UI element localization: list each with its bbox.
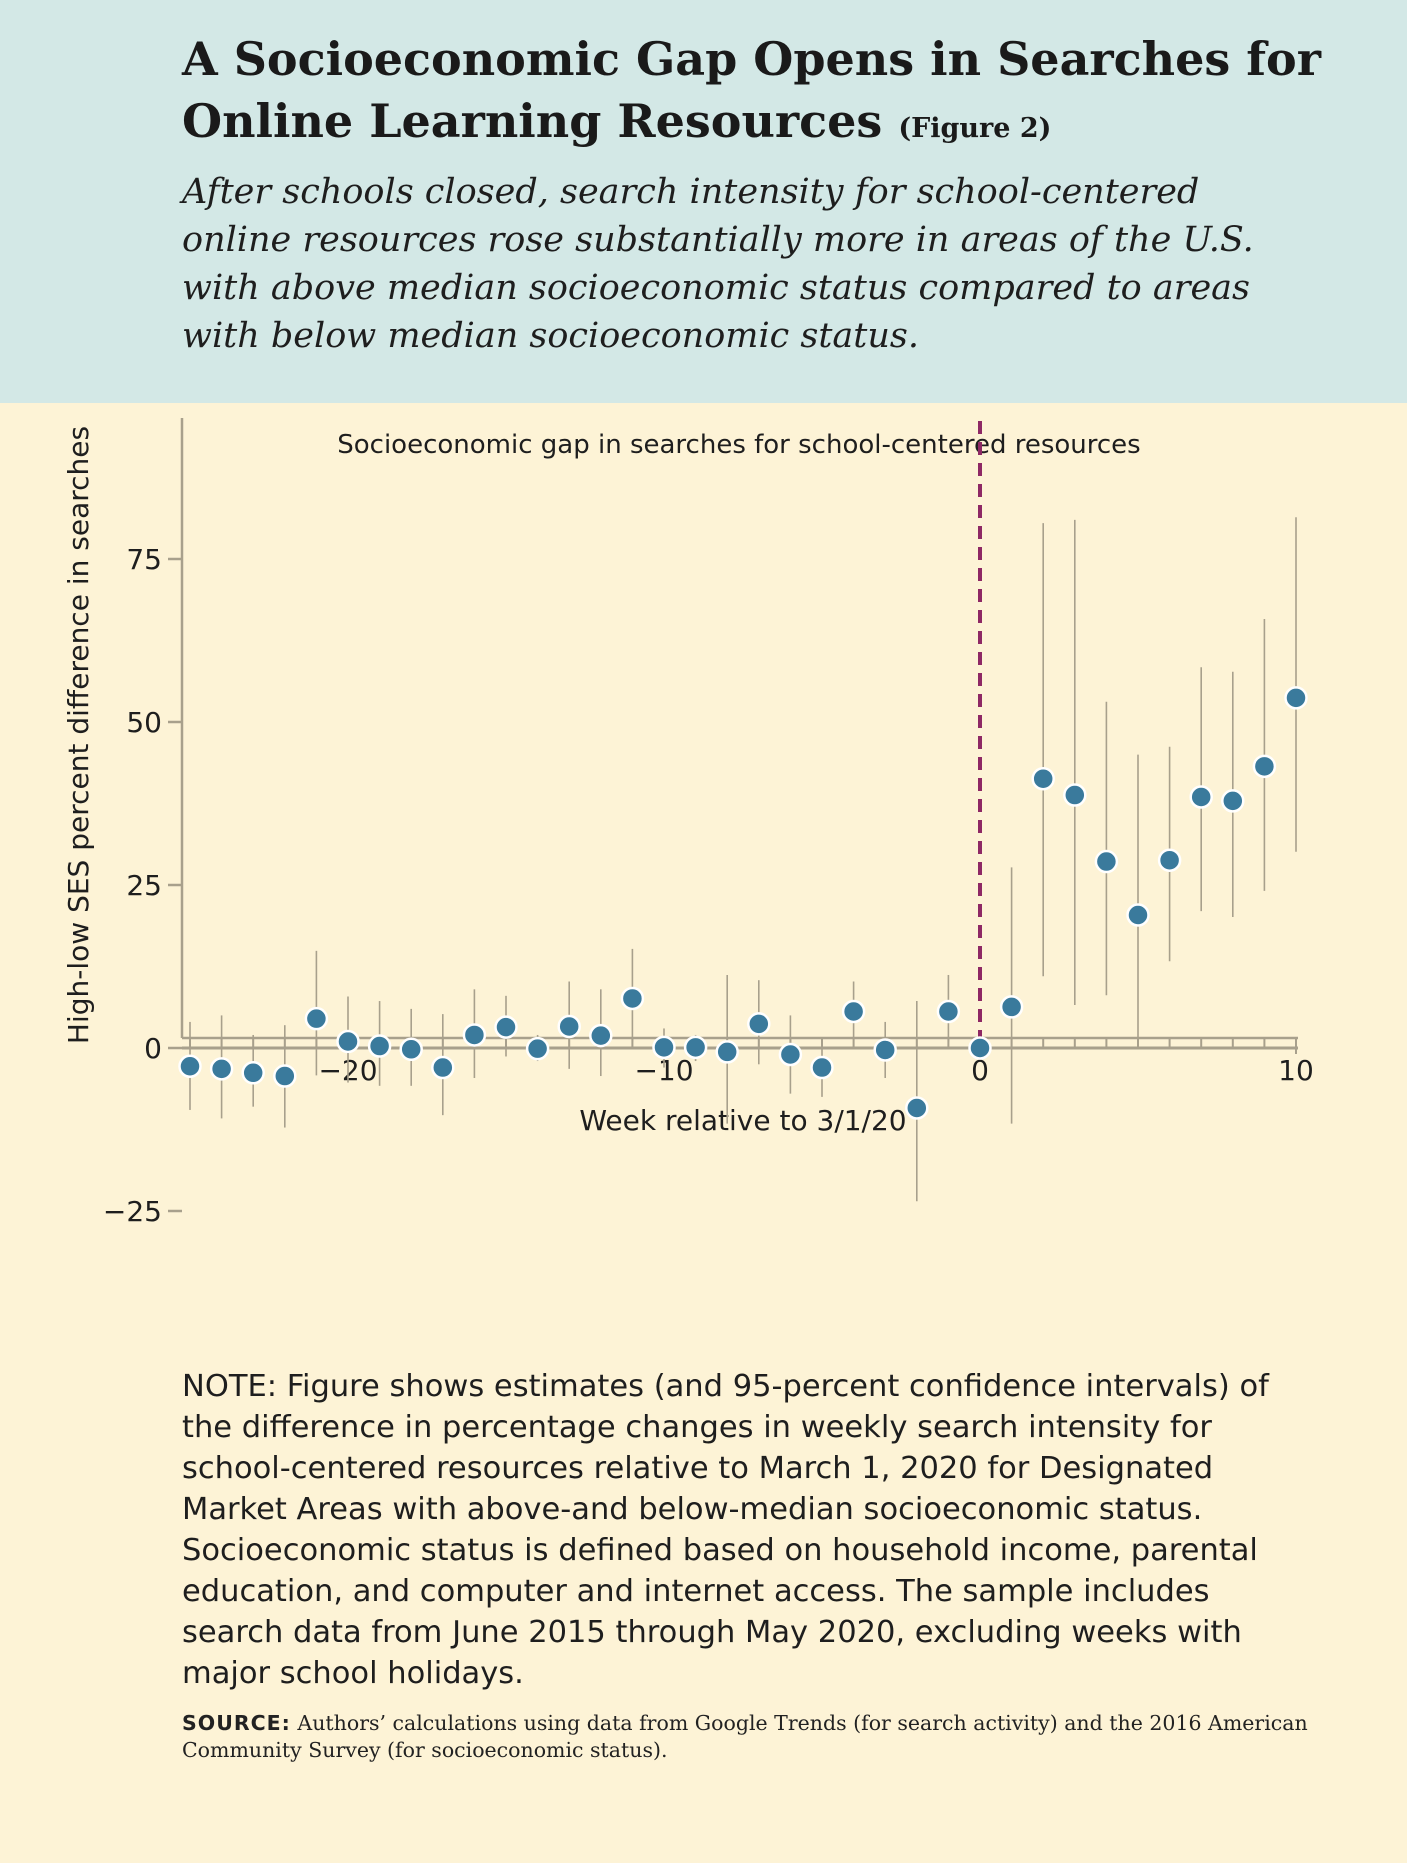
data-point [431,1055,455,1080]
data-point [209,1057,234,1081]
scatter-chart: Socioeconomic gap in searches for school… [62,418,1314,1228]
page-subtitle: After schools closed, search intensity f… [182,172,1254,356]
figure-note: NOTE: Figure shows estimates (and 95-per… [182,1369,1269,1691]
data-point [241,1061,265,1085]
x-axis-title: Week relative to 3/1/20 [579,1104,906,1137]
data-point [1126,903,1150,927]
data-point [399,1037,423,1062]
data-point [873,1038,897,1062]
y-tick-label: −25 [103,1195,162,1228]
x-tick-label: 10 [1278,1054,1314,1087]
data-point [462,1023,487,1047]
data-point [1031,766,1055,791]
data-point [1063,783,1087,807]
figure-label: (Figure 2) [898,113,1052,144]
x-tick-label: 0 [971,1054,989,1087]
y-tick-label: 50 [126,706,162,739]
data-point [715,1040,739,1064]
data-point [1284,686,1308,710]
data-point [1252,754,1277,779]
data-point [525,1036,550,1061]
data-point [841,999,866,1024]
data-point [905,1096,929,1120]
data-point [336,1029,360,1054]
data-point [367,1034,392,1058]
data-point [999,995,1024,1019]
data-point [1189,785,1213,809]
data-point [273,1064,297,1088]
y-axis-title: High-low SES percent difference in searc… [62,426,95,1044]
data-point [968,1036,992,1060]
data-point [936,999,961,1024]
y-tick-label: 25 [126,869,162,902]
data-point [1157,848,1182,872]
chart-title: Socioeconomic gap in searches for school… [337,430,1140,460]
source-label: SOURCE: [182,1711,291,1735]
figure-source: SOURCE: Authors’ calculations using data… [182,1710,1332,1764]
data-point [178,1054,202,1079]
data-point [652,1035,676,1060]
source-text: Authors’ calculations using data from Go… [182,1711,1308,1762]
y-tick-label: 75 [126,543,162,576]
data-point [778,1042,803,1067]
data-point [557,1014,581,1039]
data-point [620,986,645,1011]
header-panel: A Socioeconomic Gap Opens in Searches fo… [0,0,1407,403]
data-point [304,1006,329,1031]
data-point [810,1055,834,1080]
page-title: A Socioeconomic Gap Opens in Searches fo… [182,28,1332,160]
data-point [494,1015,518,1039]
data-point [747,1012,771,1036]
data-point [1221,789,1245,813]
data-point [1094,849,1119,874]
y-tick-label: 0 [144,1032,162,1065]
title-text: A Socioeconomic Gap Opens in Searches fo… [182,32,1321,148]
data-point [683,1035,708,1060]
data-point [589,1023,613,1048]
